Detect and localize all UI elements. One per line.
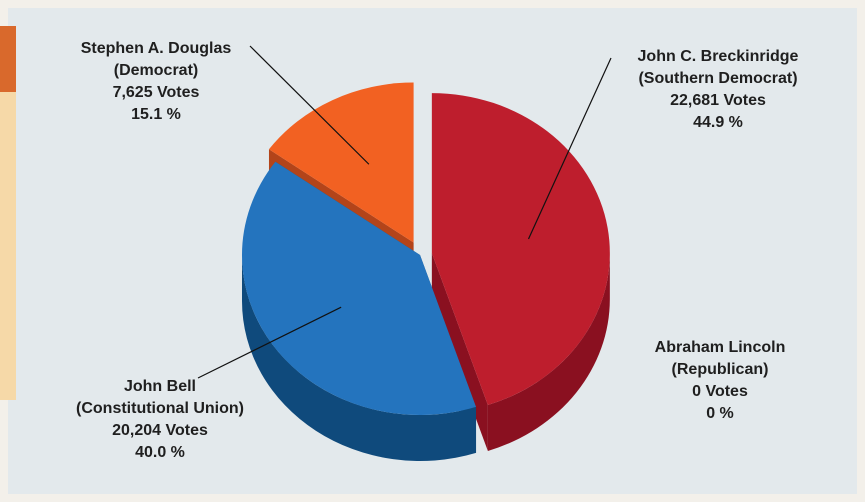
leader-lines: [197, 45, 612, 379]
label-douglas-percent: 15.1 %: [131, 106, 181, 123]
accent-bar-bottom: [0, 92, 16, 400]
label-lincoln: Abraham Lincoln (Republican) 0 Votes 0 %: [630, 337, 810, 425]
accent-bar-top: [0, 26, 16, 92]
label-bell-votes: 20,204 Votes: [112, 422, 208, 439]
label-lincoln-percent: 0 %: [706, 405, 734, 422]
pie-top-faces: [242, 82, 610, 415]
label-douglas-party: (Democrat): [113, 62, 199, 79]
slice-side-john-c-breckinridge: [487, 253, 610, 451]
label-bell-percent: 40.0 %: [135, 444, 185, 461]
label-lincoln-votes: 0 Votes: [692, 383, 748, 400]
slice-stephen-a-douglas: [268, 82, 414, 243]
slice-john-c-breckinridge: [431, 93, 610, 405]
label-lincoln-party: (Republican): [671, 361, 769, 378]
label-bell-name: John Bell: [123, 378, 196, 395]
label-douglas-votes: 7,625 Votes: [112, 84, 200, 101]
label-douglas-name: Stephen A. Douglas: [80, 40, 232, 57]
label-breckinridge-name: John C. Breckinridge: [637, 48, 799, 65]
leader-line-stephen-a-douglas: [249, 45, 370, 165]
label-breckinridge-votes: 22,681 Votes: [670, 92, 766, 109]
leader-line-john-c-breckinridge: [527, 57, 612, 240]
slice-side-john-bell: [242, 255, 477, 461]
label-breckinridge: John C. Breckinridge (Southern Democrat)…: [608, 46, 828, 134]
label-lincoln-name: Abraham Lincoln: [654, 339, 786, 356]
label-douglas: Stephen A. Douglas (Democrat) 7,625 Vote…: [56, 38, 256, 126]
label-bell-party: (Constitutional Union): [76, 400, 244, 417]
label-breckinridge-party: (Southern Democrat): [638, 70, 798, 87]
label-bell: John Bell (Constitutional Union) 20,204 …: [50, 376, 270, 464]
leader-line-john-bell: [197, 306, 342, 379]
label-breckinridge-percent: 44.9 %: [693, 114, 743, 131]
slice-john-bell: [242, 161, 477, 415]
